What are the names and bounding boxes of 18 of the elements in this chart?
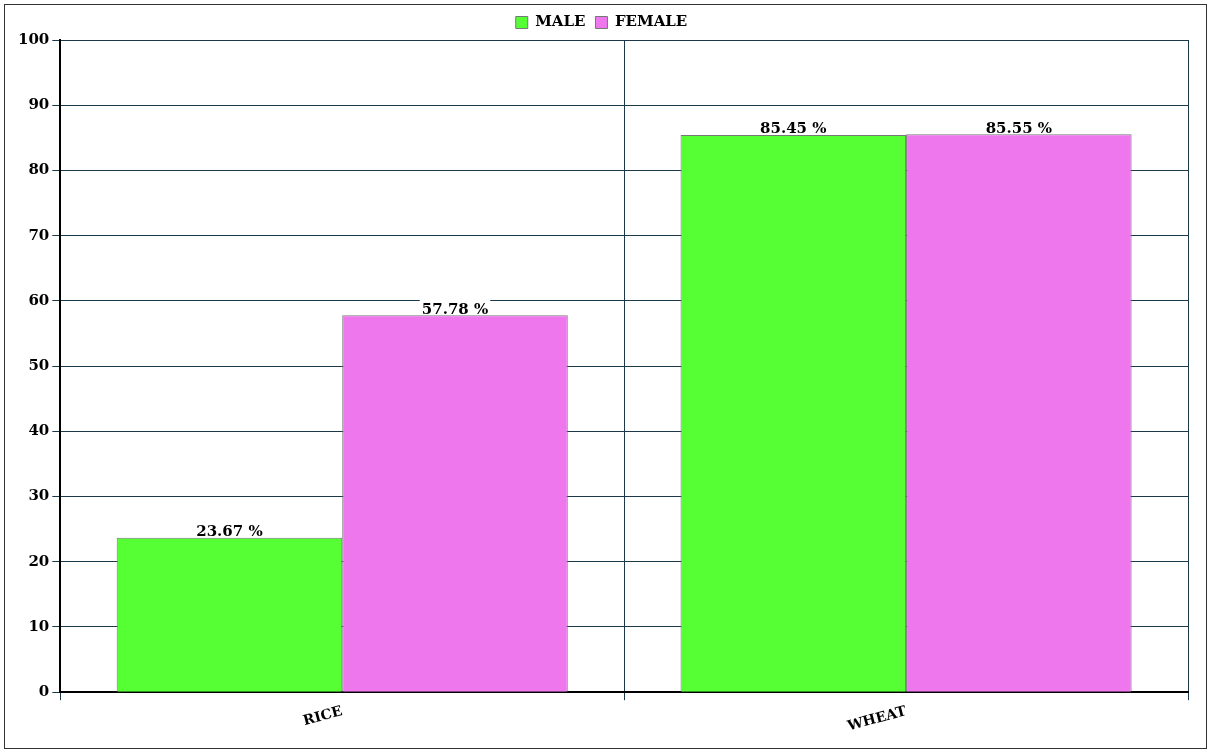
y-tick-label: 80: [28, 160, 50, 179]
y-tick-label: 90: [28, 95, 50, 114]
y-tick-label: 30: [28, 486, 50, 505]
data-label: 85.45 %: [760, 119, 827, 138]
x-tick-label: RICE: [301, 702, 344, 729]
legend-label: FEMALE: [614, 12, 688, 31]
y-tick-label: 10: [28, 616, 50, 635]
legend-label: MALE: [535, 12, 586, 31]
data-label: 23.67 %: [196, 522, 263, 541]
y-tick-label: 40: [28, 421, 50, 440]
data-label: 57.78 %: [421, 299, 489, 318]
y-tick-label: 70: [28, 225, 50, 244]
y-tick-label: 0: [38, 682, 50, 701]
y-tick-label: 60: [28, 290, 50, 309]
y-tick-label: 50: [28, 355, 50, 374]
y-tick-label: 20: [28, 551, 50, 570]
data-label: 85.55 %: [985, 118, 1053, 137]
y-tick-label: 100: [18, 29, 50, 48]
